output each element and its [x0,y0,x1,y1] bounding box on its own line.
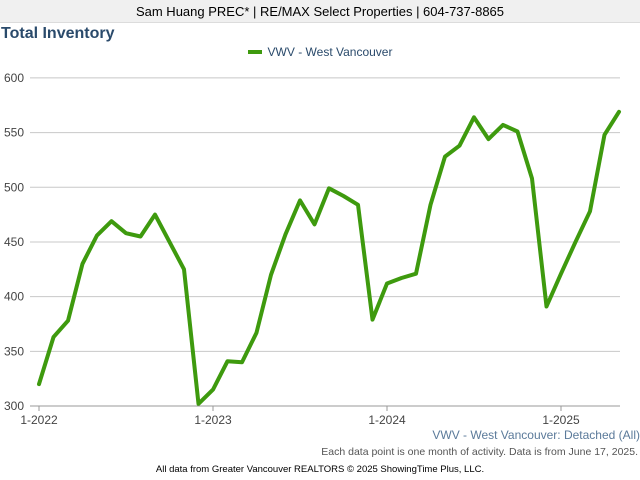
x-tick-label: 1-2024 [368,413,406,427]
data-point [153,213,157,217]
data-point [284,232,288,236]
y-tick-label: 300 [4,399,24,413]
data-point [197,402,201,406]
x-tick-label: 1-2022 [20,413,58,427]
data-point [472,115,476,119]
chart-title: Total Inventory [1,25,115,42]
data-point [342,194,346,198]
data-point [371,318,375,322]
data-point [124,231,128,235]
data-point [327,186,331,190]
data-point [110,219,114,223]
data-point [414,272,418,276]
legend-swatch [247,50,262,54]
y-tick-label: 550 [4,126,24,140]
data-point [255,331,259,335]
y-tick-label: 400 [4,290,24,304]
data-point [400,276,404,280]
data-point [269,273,273,277]
data-point [487,137,491,141]
y-tick-label: 450 [4,235,24,249]
data-point [617,110,621,114]
data-point [443,155,447,159]
data-point [559,272,563,276]
y-tick-label: 350 [4,344,24,358]
y-tick-label: 500 [4,180,24,194]
header-bar: Sam Huang PREC* | RE/MAX Select Properti… [0,0,640,23]
data-point [574,240,578,244]
data-point [429,203,433,207]
legend-label: VWV - West Vancouver [267,45,393,59]
chart-legend[interactable]: VWV - West Vancouver [0,45,640,59]
data-point [588,209,592,213]
series-line [37,109,621,406]
data-point [240,360,244,364]
data-point [356,203,360,207]
data-point [458,144,462,148]
y-tick-label: 600 [4,71,24,85]
data-point [545,305,549,309]
data-point [516,130,520,134]
data-point [81,262,85,266]
footer-credit: All data from Greater Vancouver REALTORS… [155,464,485,475]
data-point [52,335,56,339]
x-tick-label: 1-2025 [542,413,580,427]
data-point [182,267,186,271]
data-point [313,222,317,226]
data-point [385,282,389,286]
data-point [298,198,302,202]
data-point [95,233,99,237]
header-text: Sam Huang PREC* | RE/MAX Select Properti… [135,3,505,19]
data-point [168,240,172,244]
data-point [530,177,534,181]
series-description: VWV - West Vancouver: Detached (All) [432,428,640,442]
data-point [501,123,505,127]
data-point [226,359,230,363]
data-point [211,388,215,392]
data-point [603,133,607,137]
x-tick-label: 1-2023 [194,413,232,427]
data-point [37,382,41,386]
data-note: Each data point is one month of activity… [321,446,638,458]
data-point [139,235,143,239]
data-point [66,319,70,323]
